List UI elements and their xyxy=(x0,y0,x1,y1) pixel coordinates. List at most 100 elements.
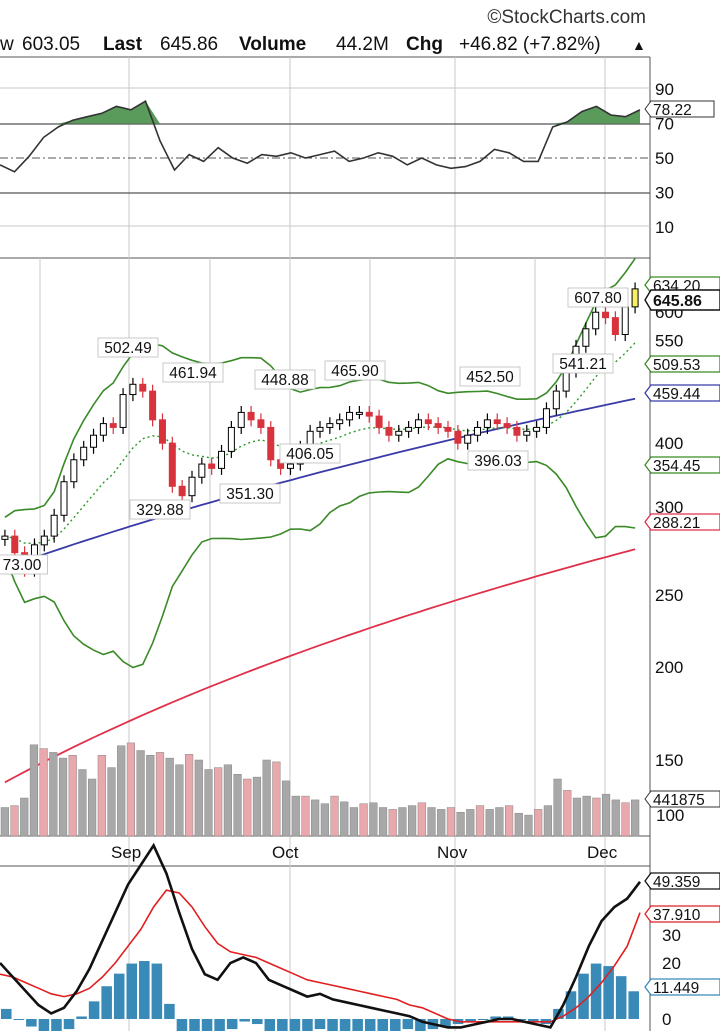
bollinger-upper-band xyxy=(4,258,636,518)
rsi-current-value: 78.22 xyxy=(653,102,692,119)
candlestick xyxy=(542,402,550,434)
macd-histogram-bar xyxy=(364,1019,376,1031)
volume-bar xyxy=(485,809,494,837)
low-value: 603.05 xyxy=(22,34,80,55)
price-callout: 396.03 xyxy=(467,450,529,471)
candlestick xyxy=(99,417,107,442)
macd-histogram-bar xyxy=(415,1019,426,1031)
ema-dotted-line xyxy=(4,342,636,545)
volume-tick-100: 100 xyxy=(656,806,684,825)
volume-bar xyxy=(223,764,232,837)
volume-bar xyxy=(369,802,378,837)
volume-bar xyxy=(631,799,640,837)
volume-bar xyxy=(446,807,456,837)
candlestick xyxy=(119,388,127,434)
svg-text:396.03: 396.03 xyxy=(474,453,521,470)
price-callout: 73.00 xyxy=(0,554,48,575)
macd-histogram-bar xyxy=(289,1019,301,1031)
svg-text:645.86: 645.86 xyxy=(653,293,702,310)
macd-histogram-bar xyxy=(628,991,639,1019)
macd-side-tag: 49.359 xyxy=(644,872,720,891)
macd-tick-20: 20 xyxy=(662,954,681,973)
candlestick xyxy=(414,413,422,434)
volume-bar xyxy=(601,793,611,837)
volume-bar xyxy=(514,812,523,837)
candlestick xyxy=(11,529,19,560)
macd-histogram-bar xyxy=(226,1019,238,1030)
volume-bar xyxy=(427,807,436,837)
candlestick xyxy=(602,305,610,325)
volume-bar xyxy=(504,805,514,837)
volume-bar xyxy=(543,805,552,837)
macd-histogram-bar xyxy=(590,963,602,1019)
volume-bar xyxy=(252,776,262,837)
month-label-sep: Sep xyxy=(111,843,141,862)
candlestick xyxy=(257,413,265,434)
svg-text:37.910: 37.910 xyxy=(653,907,701,924)
macd-histogram-bar xyxy=(565,991,577,1019)
macd-histogram-bar xyxy=(477,1019,489,1020)
rsi-tick-70: 70 xyxy=(655,115,674,134)
volume-bar xyxy=(320,803,329,837)
volume-bar xyxy=(378,807,388,837)
candlestick xyxy=(60,475,68,522)
price-side-tag: 300 xyxy=(655,498,683,517)
price-callout: 351.30 xyxy=(219,483,281,504)
rsi-tick-50: 50 xyxy=(655,149,674,168)
svg-text:288.21: 288.21 xyxy=(653,515,700,532)
macd-histogram-bar xyxy=(251,1019,263,1025)
price-side-tag: 288.21 xyxy=(644,513,720,532)
macd-histogram-bar xyxy=(465,1019,476,1022)
volume-bar xyxy=(301,795,310,837)
macd-histogram-bar xyxy=(402,1019,414,1030)
candlestick xyxy=(158,413,166,450)
volume-bar xyxy=(175,764,184,837)
price-side-tag: 354.45 xyxy=(644,456,720,475)
price-callout: 448.88 xyxy=(254,369,316,390)
price-callout: 329.88 xyxy=(129,499,191,520)
macd-histogram-bar xyxy=(603,966,614,1019)
candlestick xyxy=(592,305,600,336)
volume-bar xyxy=(466,809,475,837)
candlestick xyxy=(70,453,78,489)
volume-bar xyxy=(58,757,68,837)
svg-text:300: 300 xyxy=(655,498,683,517)
svg-text:11.449: 11.449 xyxy=(653,980,699,997)
price-callout: 406.05 xyxy=(279,443,341,464)
macd-histogram-bar xyxy=(264,1019,276,1031)
macd-histogram-bar xyxy=(176,1019,188,1031)
candlestick xyxy=(503,417,511,434)
volume-bar xyxy=(146,755,155,837)
price-side-tag: 459.44 xyxy=(644,384,720,403)
candlestick xyxy=(326,417,334,434)
macd-histogram-bar xyxy=(88,1001,100,1019)
volume-bar xyxy=(29,744,39,837)
volume-bar xyxy=(524,814,533,837)
bollinger-lower-band xyxy=(4,457,636,669)
candlestick xyxy=(552,384,560,416)
month-axis: Sep Oct Nov Dec xyxy=(111,843,618,862)
candlestick xyxy=(149,384,157,427)
volume-bar xyxy=(330,795,339,837)
price-callout: 502.49 xyxy=(97,337,159,358)
month-gridlines xyxy=(39,57,606,1031)
svg-text:509.53: 509.53 xyxy=(653,357,700,374)
macd-histogram-bar xyxy=(13,1019,25,1020)
macd-histogram-bar xyxy=(578,973,589,1019)
last-value: 645.86 xyxy=(160,34,218,55)
macd-histogram-bar xyxy=(126,963,138,1019)
svg-text:73.00: 73.00 xyxy=(3,557,42,574)
volume-bar xyxy=(398,807,407,837)
price-tick-250: 250 xyxy=(655,586,683,605)
price-tick-400: 400 xyxy=(655,434,683,453)
volume-bar xyxy=(621,802,630,837)
volume-bar xyxy=(136,750,145,837)
candlestick xyxy=(385,421,393,442)
candlestick xyxy=(90,428,98,454)
svg-text:329.88: 329.88 xyxy=(136,502,183,519)
candlestick xyxy=(631,282,639,314)
volume-bar xyxy=(126,742,136,837)
candlestick xyxy=(365,406,373,423)
